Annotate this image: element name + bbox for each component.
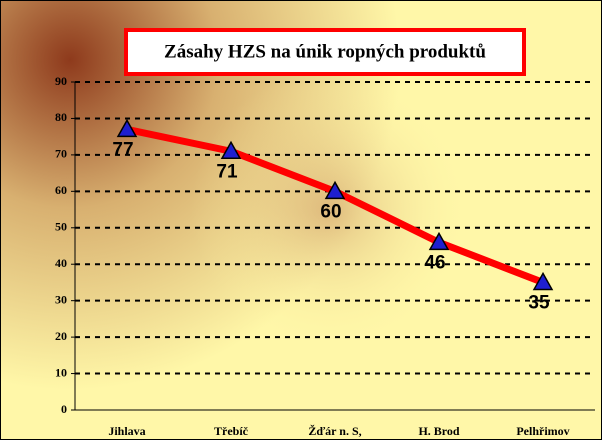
data-label: 60 (320, 201, 341, 222)
y-tick-label: 30 (55, 292, 67, 306)
data-label: 77 (112, 139, 133, 160)
y-tick-label: 20 (55, 329, 67, 343)
title-box (124, 28, 526, 76)
x-tick-label: Jihlava (108, 424, 145, 438)
marker (532, 271, 554, 291)
y-tick-label: 0 (61, 402, 67, 416)
x-tick-label: Žďár n. S, (308, 424, 361, 438)
y-tick-label: 10 (55, 365, 67, 379)
y-tick-label: 50 (55, 220, 67, 234)
x-tick-label: Třebíč (214, 424, 249, 438)
marker (220, 140, 242, 159)
y-tick-label: 80 (55, 110, 67, 124)
data-label: 71 (216, 161, 238, 182)
y-tick-label: 90 (55, 74, 67, 88)
marker (116, 118, 138, 138)
data-label: 46 (424, 252, 445, 273)
marker (324, 180, 346, 200)
data-label: 35 (528, 292, 550, 313)
marker (428, 231, 450, 251)
y-tick-label: 40 (55, 256, 67, 270)
chart-title: Zásahy HZS na únik ropných produktů (164, 41, 486, 62)
y-tick-label: 70 (55, 147, 67, 161)
x-tick-label: Pelhřimov (516, 424, 569, 438)
y-tick-label: 60 (55, 183, 67, 197)
x-tick-label: H. Brod (418, 424, 459, 438)
